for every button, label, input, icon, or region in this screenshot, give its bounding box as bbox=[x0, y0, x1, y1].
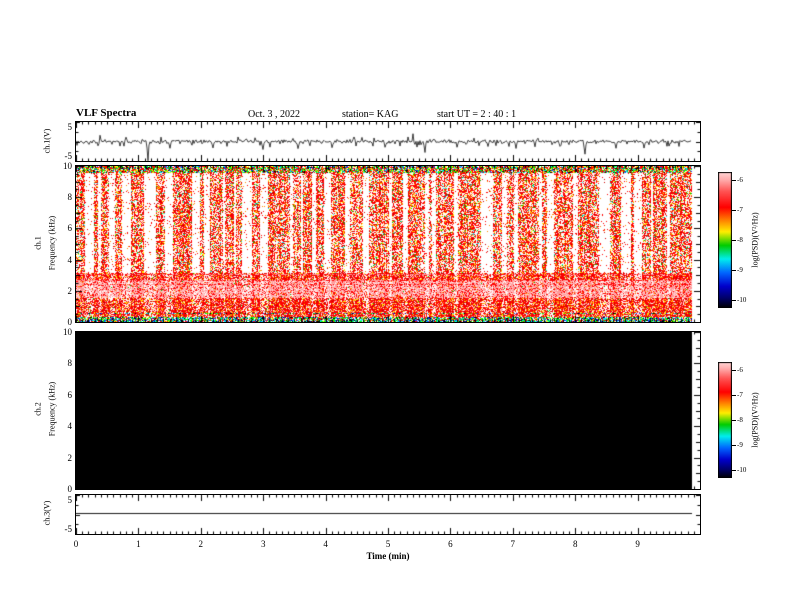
colorbar-tick-mark bbox=[732, 469, 736, 471]
x-axis-title: Time (min) bbox=[366, 551, 410, 561]
x-axis-tick-label: 7 bbox=[510, 539, 516, 549]
ch3-waveform-canvas bbox=[76, 495, 700, 534]
ch1_spec-ytick-label: 4 bbox=[67, 254, 73, 265]
ch1_wave-ytick-label: -5 bbox=[64, 151, 73, 161]
x-axis-tick-label: 3 bbox=[260, 539, 266, 549]
colorbar-tick-mark bbox=[732, 394, 736, 396]
ch1_spec-ytick-label: 6 bbox=[67, 223, 73, 234]
ch2-spec-frequency-label: Frequency (kHz) bbox=[47, 381, 57, 437]
figure-start-ut: start UT = 2 : 40 : 1 bbox=[437, 109, 517, 120]
x-axis-tick-label: 8 bbox=[572, 539, 578, 549]
ch3-wave-ylabel: ch.3(V) bbox=[42, 500, 52, 526]
colorbar-tick-label: -9 bbox=[737, 266, 743, 274]
colorbar-tick-label: -7 bbox=[737, 391, 743, 399]
ch1-wave-ylabel: ch.1(V) bbox=[42, 128, 52, 154]
colorbar-tick-mark bbox=[732, 369, 736, 371]
colorbar-tick-mark bbox=[732, 179, 736, 181]
ch1-spectrogram-panel bbox=[75, 165, 701, 323]
ch1-waveform-panel bbox=[75, 121, 701, 162]
colorbar2-label: log(PSD)(V²/Hz) bbox=[750, 392, 760, 448]
x-axis-tick-label: 2 bbox=[198, 539, 204, 549]
ch2_spec-ytick-label: 8 bbox=[67, 358, 73, 369]
ch1_spec-ytick-label: 8 bbox=[67, 192, 73, 203]
ch2_spec-ytick-label: 4 bbox=[67, 421, 73, 432]
x-axis-tick-label: 5 bbox=[385, 539, 391, 549]
ch1_spec-ytick-label: 10 bbox=[63, 161, 72, 171]
colorbar-tick-mark bbox=[732, 299, 736, 301]
ch2_spec-ytick-label: 0 bbox=[67, 484, 73, 494]
x-axis-tick-label: 9 bbox=[635, 539, 640, 549]
colorbar-tick-label: -6 bbox=[737, 366, 743, 374]
ch2_spec-ytick-label: 10 bbox=[63, 327, 72, 337]
x-axis-tick-label: 6 bbox=[448, 539, 453, 549]
colorbar-tick-mark bbox=[732, 419, 736, 421]
x-axis-tick-label: 1 bbox=[136, 539, 141, 549]
ch2_spec-ytick-label: 6 bbox=[67, 389, 73, 400]
colorbar-tick-label: -8 bbox=[737, 416, 743, 424]
colorbar-tick-label: -9 bbox=[737, 441, 743, 449]
x-axis-tick-label: 4 bbox=[323, 539, 328, 549]
ch1-waveform-canvas bbox=[76, 122, 700, 161]
x-axis-tick-label: 0 bbox=[73, 539, 79, 549]
colorbar-tick-label: -8 bbox=[737, 236, 743, 244]
colorbar-tick-mark bbox=[732, 209, 736, 211]
colorbar-tick-mark bbox=[732, 239, 736, 241]
ch1_spec-ytick-label: 0 bbox=[67, 317, 73, 327]
ch2-spectrogram-canvas bbox=[76, 332, 700, 489]
colorbar-tick-label: -10 bbox=[737, 466, 747, 474]
ch2_spec-ytick-label: 2 bbox=[67, 452, 73, 463]
ch2-spec-channel-label: ch.2 bbox=[33, 402, 43, 416]
colorbar-tick-label: -6 bbox=[737, 176, 743, 184]
colorbar-ch1 bbox=[718, 172, 732, 308]
ch1-spec-channel-label: ch.1 bbox=[33, 236, 43, 250]
ch1_wave-ytick-label: 5 bbox=[67, 122, 73, 132]
ch2-spectrogram-panel bbox=[75, 331, 701, 490]
figure-date: Oct. 3 , 2022 bbox=[248, 109, 300, 120]
ch3_wave-ytick-label: 5 bbox=[67, 495, 73, 505]
ch3_wave-ytick-label: -5 bbox=[64, 524, 73, 534]
colorbar-tick-label: -10 bbox=[737, 296, 747, 304]
colorbar-ch2 bbox=[718, 362, 732, 478]
figure-title: VLF Spectra bbox=[76, 107, 137, 119]
colorbar-tick-label: -7 bbox=[737, 206, 743, 214]
ch3-waveform-panel bbox=[75, 494, 701, 535]
figure-station: station= KAG bbox=[342, 109, 399, 120]
ch1-spec-frequency-label: Frequency (kHz) bbox=[47, 215, 57, 271]
ch1-spectrogram-canvas bbox=[76, 166, 700, 322]
colorbar-tick-mark bbox=[732, 444, 736, 446]
ch1_spec-ytick-label: 2 bbox=[67, 285, 73, 296]
colorbar-tick-mark bbox=[732, 269, 736, 271]
colorbar1-label: log(PSD)(V²/Hz) bbox=[750, 212, 760, 268]
